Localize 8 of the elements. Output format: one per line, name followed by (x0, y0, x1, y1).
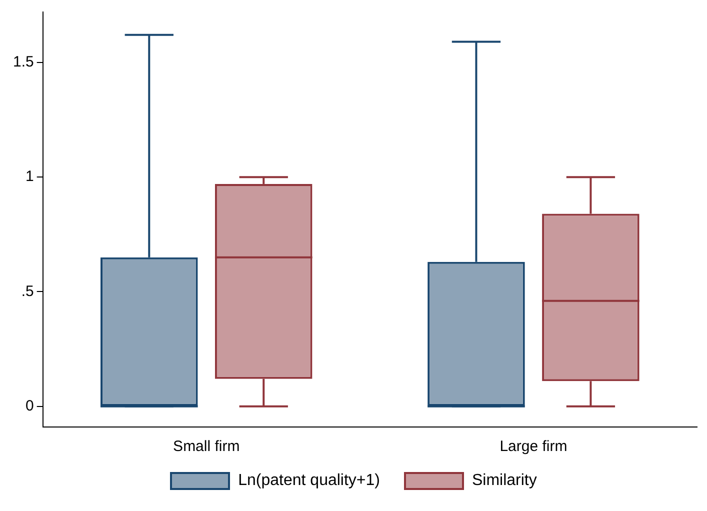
y-tick-label: 1 (26, 168, 34, 186)
legend-label: Similarity (472, 472, 537, 490)
y-tick-label: 1.5 (12, 54, 34, 71)
y-tick-label: 0 (26, 398, 34, 415)
x-tick-label: Large firm (500, 438, 568, 456)
y-tick-label: .5 (21, 282, 34, 300)
x-tick-label: Small firm (173, 438, 240, 456)
legend-label: Ln(patent quality+1) (238, 472, 380, 490)
